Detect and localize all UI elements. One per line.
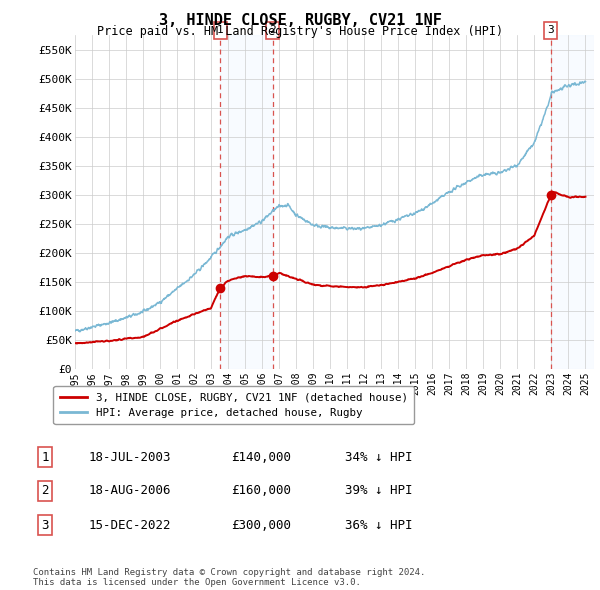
- Text: £300,000: £300,000: [231, 519, 291, 532]
- Text: £160,000: £160,000: [231, 484, 291, 497]
- Text: 3, HINDE CLOSE, RUGBY, CV21 1NF: 3, HINDE CLOSE, RUGBY, CV21 1NF: [158, 13, 442, 28]
- Text: 36% ↓ HPI: 36% ↓ HPI: [345, 519, 413, 532]
- Text: 18-JUL-2003: 18-JUL-2003: [89, 451, 172, 464]
- Text: Contains HM Land Registry data © Crown copyright and database right 2024.
This d: Contains HM Land Registry data © Crown c…: [33, 568, 425, 587]
- Text: 3: 3: [547, 25, 554, 35]
- Text: 1: 1: [217, 25, 224, 35]
- Text: 34% ↓ HPI: 34% ↓ HPI: [345, 451, 413, 464]
- Text: 3: 3: [41, 519, 49, 532]
- Text: £140,000: £140,000: [231, 451, 291, 464]
- Text: 2: 2: [41, 484, 49, 497]
- Text: Price paid vs. HM Land Registry's House Price Index (HPI): Price paid vs. HM Land Registry's House …: [97, 25, 503, 38]
- Text: 18-AUG-2006: 18-AUG-2006: [89, 484, 172, 497]
- Text: 1: 1: [41, 451, 49, 464]
- Bar: [551, 35, 594, 369]
- Text: 39% ↓ HPI: 39% ↓ HPI: [345, 484, 413, 497]
- Bar: [220, 35, 273, 369]
- Text: 15-DEC-2022: 15-DEC-2022: [89, 519, 172, 532]
- Text: 2: 2: [269, 25, 276, 35]
- Legend: 3, HINDE CLOSE, RUGBY, CV21 1NF (detached house), HPI: Average price, detached h: 3, HINDE CLOSE, RUGBY, CV21 1NF (detache…: [53, 386, 414, 424]
